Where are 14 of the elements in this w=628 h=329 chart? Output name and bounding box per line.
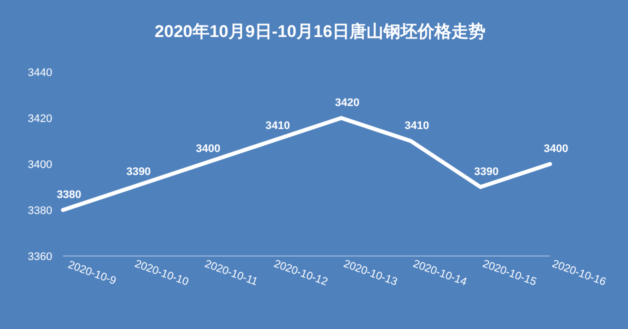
y-tick-label: 3360 (28, 251, 52, 263)
y-tick-label: 3420 (28, 113, 52, 125)
chart-title: 2020年10月9日-10月16日唐山钢坯价格走势 (154, 22, 486, 41)
data-label: 3390 (474, 166, 499, 178)
data-label: 3380 (56, 189, 82, 201)
data-label: 3410 (265, 120, 290, 132)
data-label: 3400 (544, 143, 568, 155)
y-tick-label: 3380 (28, 205, 52, 217)
y-tick-label: 3440 (28, 67, 52, 79)
data-label: 3420 (335, 97, 360, 109)
data-label: 3400 (196, 143, 220, 155)
data-label: 3390 (126, 166, 151, 178)
data-label: 3410 (404, 120, 430, 132)
y-tick-label: 3400 (28, 159, 52, 171)
